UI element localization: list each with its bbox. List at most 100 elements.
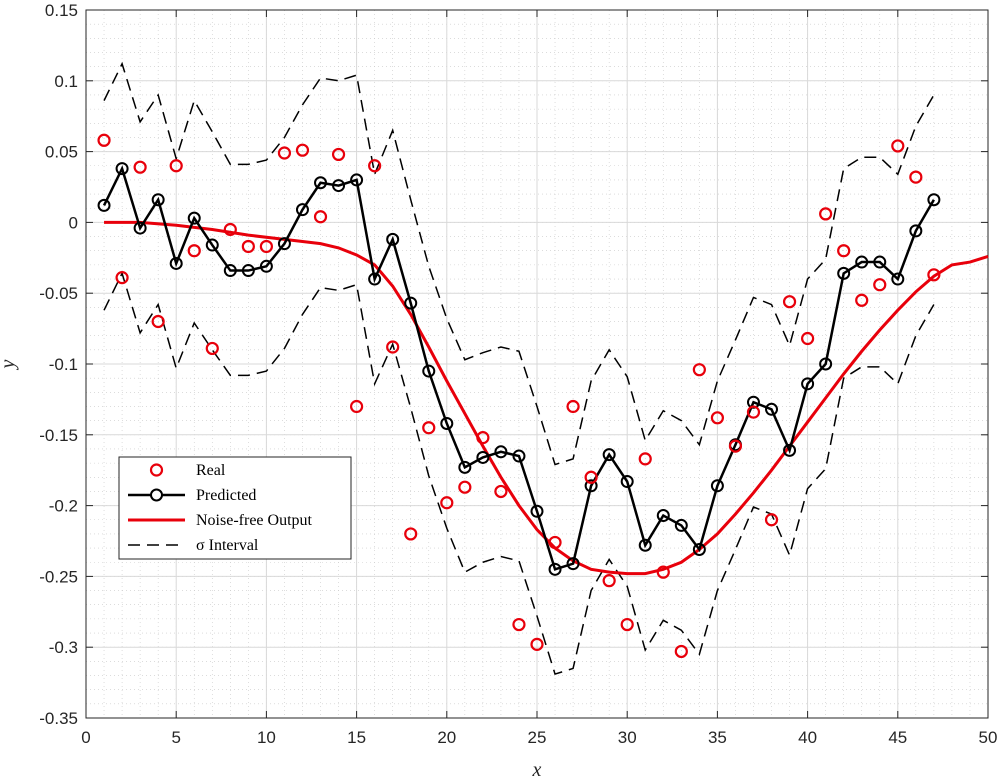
real-point: [295, 143, 310, 157]
x-tick-label: 10: [257, 728, 276, 747]
predicted-point: [692, 542, 706, 556]
predicted-point: [909, 224, 923, 238]
predicted-point: [512, 449, 526, 463]
real-point: [909, 170, 923, 184]
y-tick-labels: 0.15 0.1 0.05 0 -0.05 -0.1 -0.15 -0.2 -0.25 -0.3 -…: [39, 1, 78, 728]
real-point: [494, 484, 508, 499]
real-point: [169, 159, 183, 173]
predicted-point: [801, 377, 815, 391]
real-point: [241, 239, 255, 254]
real-point: [837, 244, 851, 258]
predicted-point: [548, 562, 562, 576]
predicted-point: [151, 193, 165, 207]
predicted-point: [602, 448, 616, 462]
ticks: [85, 9, 989, 719]
predicted-point: [620, 475, 634, 489]
real-point: [133, 160, 147, 174]
legend: Real Predicted Noise-free Output σ Interval: [118, 456, 352, 560]
real-point: [764, 513, 779, 527]
x-tick-label: 30: [618, 728, 637, 747]
predicted-point: [259, 259, 273, 273]
real-point: [259, 239, 273, 254]
real-point: [674, 644, 688, 659]
predicted-point: [837, 266, 851, 280]
real-point: [782, 295, 797, 309]
real-point: [97, 133, 111, 147]
real-point: [512, 617, 526, 632]
real-point: [313, 210, 328, 224]
predicted-point: [97, 198, 111, 212]
real-point: [692, 363, 706, 377]
real-point: [187, 244, 201, 258]
real-point: [476, 431, 490, 445]
real-point: [927, 268, 941, 282]
predicted-point: [295, 203, 309, 217]
predicted-point: [674, 518, 688, 532]
x-tick-label: 25: [528, 728, 547, 747]
real-point: [386, 340, 400, 354]
predicted-point: [819, 357, 833, 371]
series-layer: [97, 61, 989, 676]
real-point: [855, 293, 869, 307]
real-point: [350, 399, 364, 414]
real-point: [602, 574, 616, 588]
real-point: [530, 637, 544, 651]
noise-free-line: [104, 220, 989, 576]
legend-label: Noise-free Output: [196, 512, 313, 529]
legend-label: σ Interval: [196, 537, 259, 554]
real-point: [656, 565, 670, 579]
predicted-point: [638, 538, 652, 552]
predicted-point: [187, 211, 201, 225]
y-tick-label: -0.3: [49, 638, 78, 657]
predicted-point: [440, 416, 454, 430]
real-point: [746, 405, 761, 419]
x-tick-label: 50: [979, 728, 998, 747]
real-point: [710, 411, 725, 425]
predicted-point: [783, 443, 797, 457]
x-tick-label: 5: [171, 728, 180, 747]
predicted-point: [710, 479, 724, 493]
real-point: [115, 271, 129, 285]
predicted-point: [566, 557, 580, 571]
x-tick-label: 20: [437, 728, 456, 747]
predicted-point: [476, 450, 490, 464]
sigma-upper-line: [103, 61, 935, 466]
real-point: [638, 452, 652, 466]
real-point: [223, 222, 237, 237]
predicted-point: [223, 264, 237, 278]
real-point: [584, 470, 598, 484]
real-point: [548, 535, 562, 550]
x-tick-label: 45: [888, 728, 907, 747]
y-tick-label: -0.05: [39, 284, 78, 303]
real-point: [891, 139, 905, 153]
real-point: [458, 480, 472, 494]
real-point: [819, 207, 833, 221]
predicted-point: [765, 402, 779, 416]
predicted-point: [494, 445, 508, 459]
y-axis-label: y: [0, 359, 19, 370]
predicted-point: [350, 173, 364, 187]
legend-label: Real: [196, 462, 226, 479]
predicted-point: [314, 176, 328, 190]
y-tick-label: -0.1: [49, 355, 78, 374]
real-point: [331, 147, 346, 162]
real-point: [368, 159, 382, 173]
predicted-point: [115, 162, 129, 176]
real-point: [566, 399, 580, 414]
x-tick-labels: 0 5 10 15 20 25 30 35 40 45 50: [81, 728, 997, 747]
real-point: [205, 341, 219, 356]
real-point: [440, 496, 454, 510]
y-tick-label: 0.05: [45, 143, 78, 162]
x-tick-label: 15: [347, 728, 366, 747]
predicted-point: [873, 255, 887, 269]
x-tick-label: 0: [81, 728, 90, 747]
real-point: [800, 331, 815, 346]
predicted-point: [891, 272, 905, 286]
x-tick-label: 35: [708, 728, 727, 747]
predicted-point: [368, 272, 382, 286]
predicted-point: [458, 460, 472, 474]
predicted-point: [332, 179, 346, 193]
real-point: [404, 527, 418, 541]
predicted-point: [656, 509, 670, 523]
